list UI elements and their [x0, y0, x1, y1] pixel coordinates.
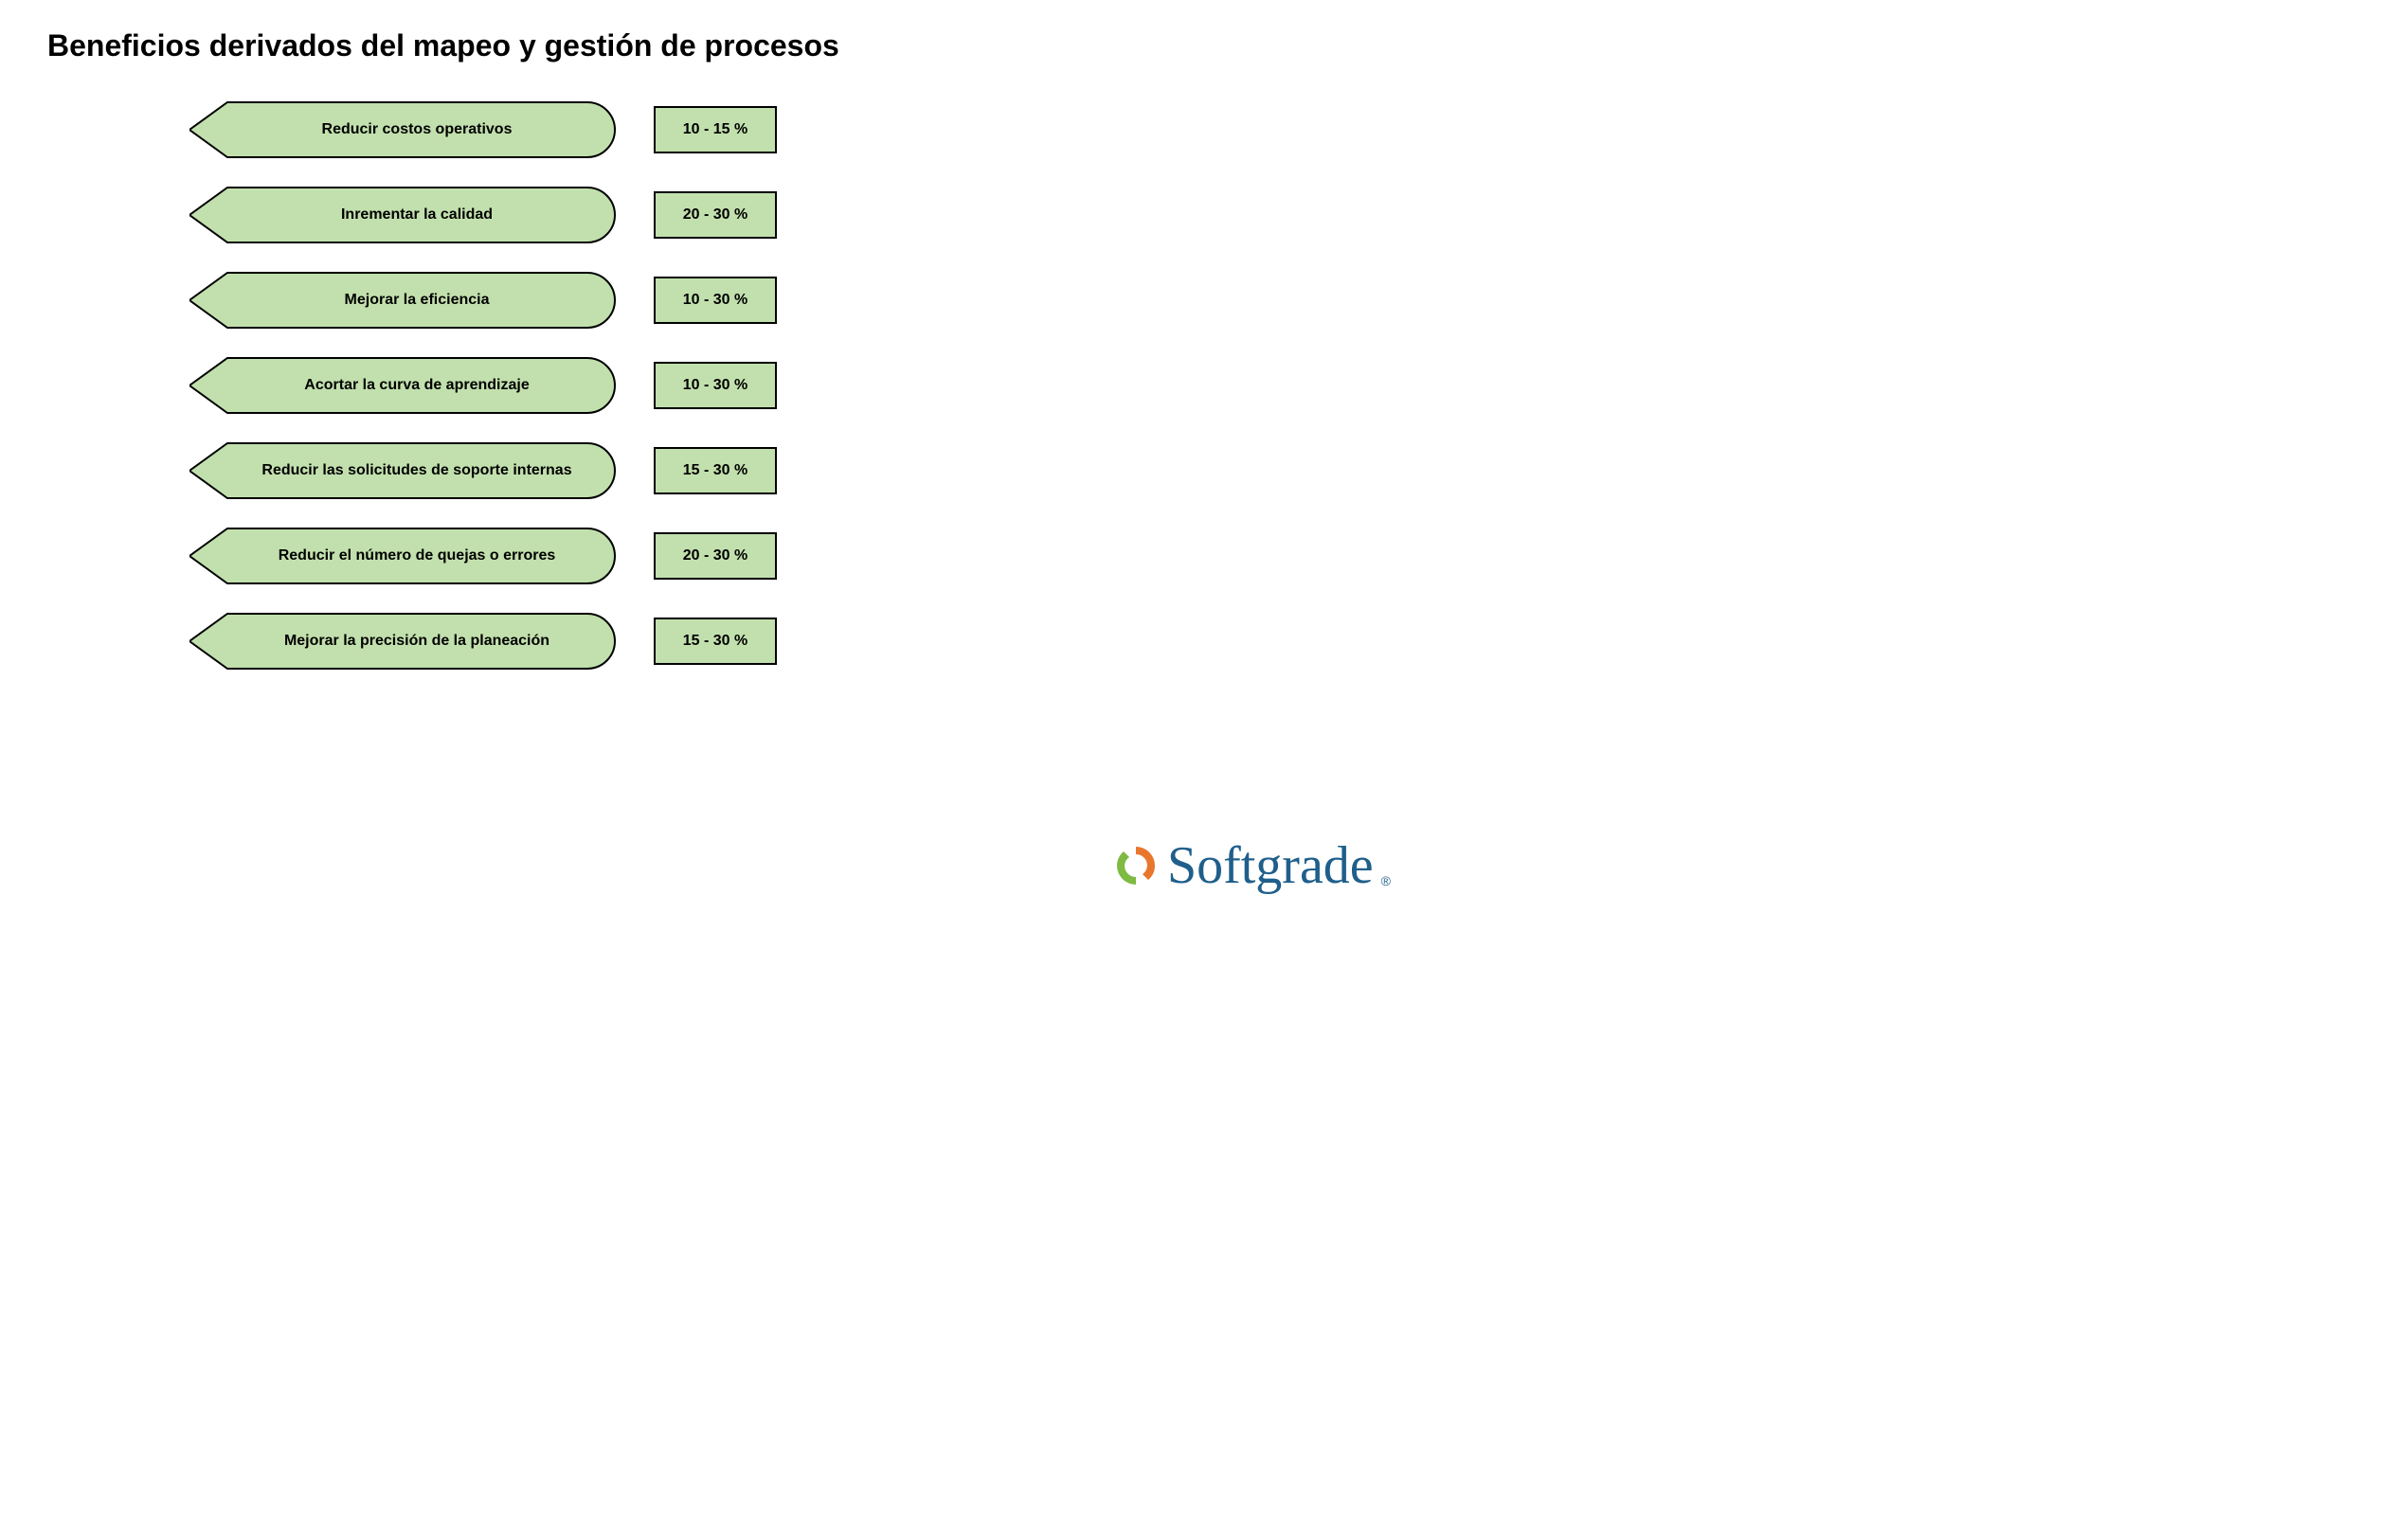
logo-text: Softgrade: [1167, 835, 1374, 896]
benefit-row: Reducir las solicitudes de soporte inter…: [189, 442, 1391, 499]
benefit-value-box: 20 - 30 %: [654, 532, 777, 580]
benefit-shape: Reducir costos operativos: [189, 101, 616, 158]
benefit-value: 15 - 30 %: [683, 462, 747, 479]
benefit-shape: Reducir las solicitudes de soporte inter…: [189, 442, 616, 499]
benefit-row: Mejorar la precisión de la planeación 15 …: [189, 613, 1391, 670]
benefits-list: Reducir costos operativos 10 - 15 % Inreme…: [189, 101, 1391, 670]
benefit-row: Inrementar la calidad 20 - 30 %: [189, 187, 1391, 243]
benefit-value: 15 - 30 %: [683, 633, 747, 650]
benefit-label: Mejorar la eficiencia: [316, 292, 490, 309]
logo-icon: [1112, 842, 1160, 889]
benefit-value: 10 - 15 %: [683, 121, 747, 138]
benefit-label: Inrementar la calidad: [313, 206, 493, 224]
benefit-label: Reducir el número de quejas o errores: [250, 547, 556, 564]
benefit-value: 10 - 30 %: [683, 292, 747, 309]
benefit-value-box: 20 - 30 %: [654, 191, 777, 239]
benefit-shape: Acortar la curva de aprendizaje: [189, 357, 616, 414]
benefit-value-box: 10 - 15 %: [654, 106, 777, 153]
benefit-value-box: 10 - 30 %: [654, 362, 777, 409]
page-title: Beneficios derivados del mapeo y gestión…: [47, 28, 1391, 63]
benefit-row: Reducir costos operativos 10 - 15 %: [189, 101, 1391, 158]
benefit-row: Acortar la curva de aprendizaje 10 - 30 %: [189, 357, 1391, 414]
benefit-value: 20 - 30 %: [683, 547, 747, 564]
benefit-value-box: 15 - 30 %: [654, 447, 777, 494]
benefit-shape: Reducir el número de quejas o errores: [189, 528, 616, 584]
benefit-row: Mejorar la eficiencia 10 - 30 %: [189, 272, 1391, 329]
benefit-value: 10 - 30 %: [683, 377, 747, 394]
benefit-shape: Inrementar la calidad: [189, 187, 616, 243]
benefit-label: Mejorar la precisión de la planeación: [256, 633, 549, 650]
benefit-label: Acortar la curva de aprendizaje: [276, 377, 529, 394]
logo-registered: ®: [1381, 873, 1391, 888]
benefit-label: Reducir las solicitudes de soporte inter…: [233, 462, 571, 479]
benefit-shape: Mejorar la precisión de la planeación: [189, 613, 616, 670]
benefit-value: 20 - 30 %: [683, 206, 747, 224]
benefit-label: Reducir costos operativos: [294, 121, 513, 138]
softgrade-logo: Softgrade ®: [1112, 835, 1391, 896]
benefit-shape: Mejorar la eficiencia: [189, 272, 616, 329]
benefit-value-box: 15 - 30 %: [654, 618, 777, 665]
benefit-value-box: 10 - 30 %: [654, 277, 777, 324]
benefit-row: Reducir el número de quejas o errores 20 …: [189, 528, 1391, 584]
